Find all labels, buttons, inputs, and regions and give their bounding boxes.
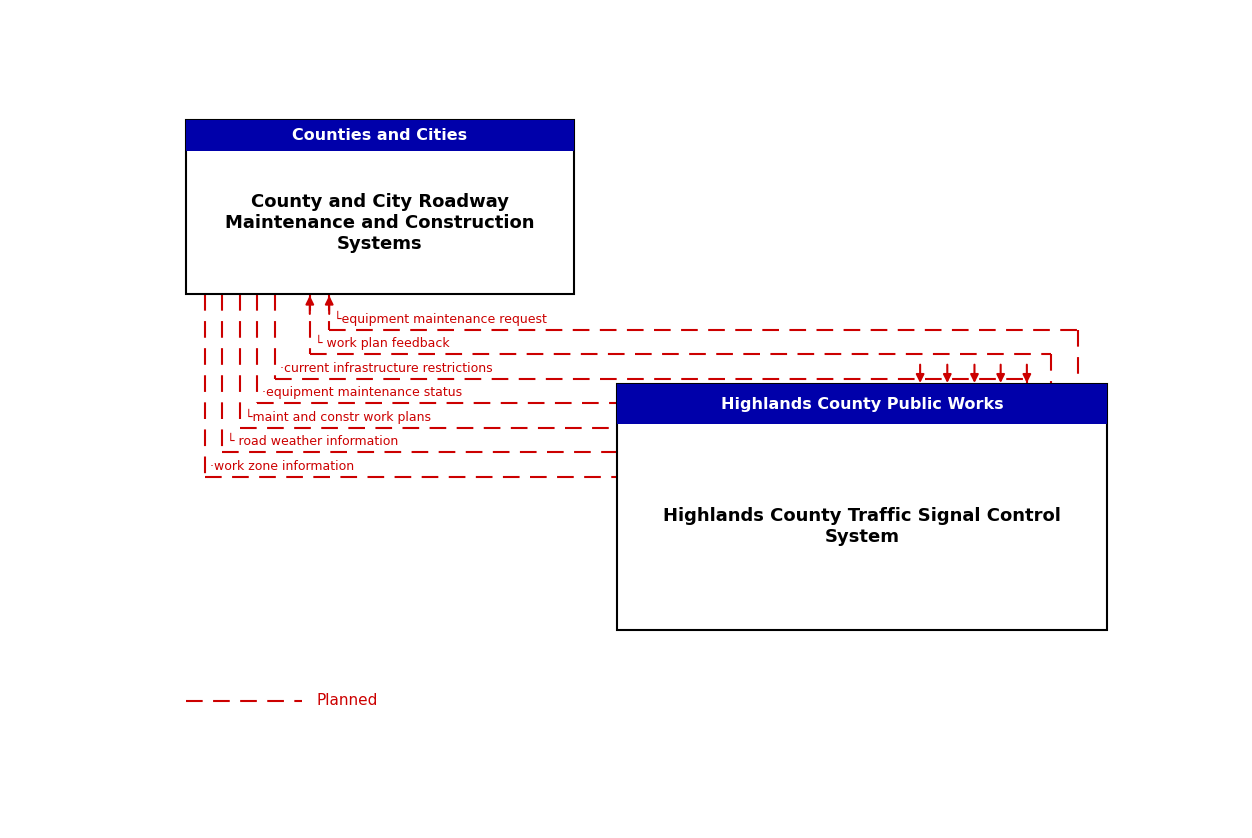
Text: └maint and constr work plans: └maint and constr work plans [245, 409, 431, 424]
Text: Planned: Planned [317, 693, 378, 708]
Text: Counties and Cities: Counties and Cities [292, 128, 467, 143]
Text: └equipment maintenance request: └equipment maintenance request [334, 311, 547, 326]
Text: County and City Roadway
Maintenance and Construction
Systems: County and City Roadway Maintenance and … [225, 193, 535, 252]
Bar [185, 120, 573, 294]
Bar [617, 385, 1107, 424]
Bar [617, 385, 1107, 629]
Text: Highlands County Traffic Signal Control
System: Highlands County Traffic Signal Control … [664, 507, 1062, 546]
Text: ·current infrastructure restrictions: ·current infrastructure restrictions [279, 362, 492, 375]
Text: Highlands County Public Works: Highlands County Public Works [721, 396, 1004, 411]
Text: └ work plan feedback: └ work plan feedback [314, 335, 449, 350]
Text: ·work zone information: ·work zone information [210, 460, 354, 473]
Text: ·equipment maintenance status: ·equipment maintenance status [262, 386, 462, 400]
Text: └ road weather information: └ road weather information [228, 436, 398, 448]
Bar [185, 120, 573, 152]
